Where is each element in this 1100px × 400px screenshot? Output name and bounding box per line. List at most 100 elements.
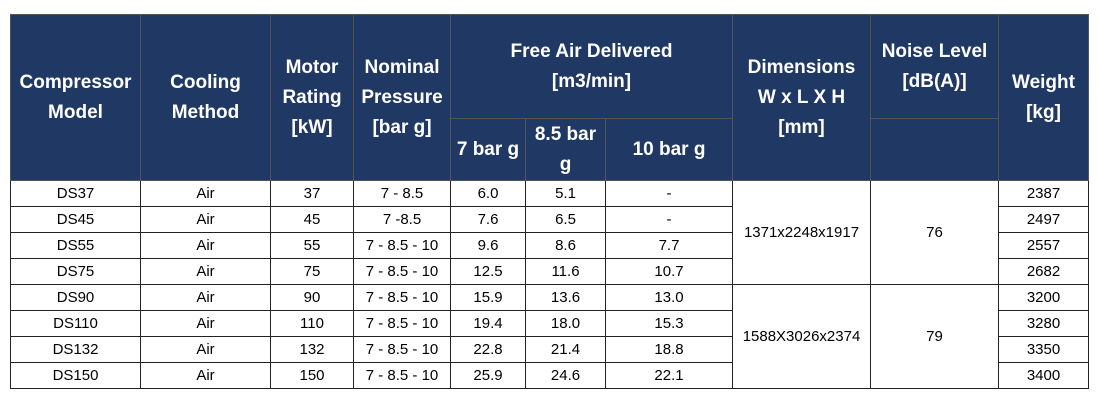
column-header-text: Motor Rating [kW] [282, 56, 342, 138]
motor-cell: 150 [270, 362, 354, 389]
fad-cell: 24.6 [525, 362, 606, 389]
sub-header-text: 10 bar g [632, 138, 706, 160]
fad-cell-text: 25.9 [473, 367, 503, 384]
table-row: DS132 Air 132 7 - 8.5 - 10 22.8 21.4 18.8 3350 [10, 336, 1089, 363]
sub-header-text: 7 bar g [456, 138, 520, 160]
motor-cell-text: 132 [299, 341, 325, 358]
fad-cell: - [605, 180, 733, 207]
cooling-cell: Air [140, 232, 271, 259]
column-header: Free Air Delivered [m3/min] [450, 14, 733, 119]
fad-cell-text: 9.6 [477, 237, 499, 254]
fad-cell: 18.0 [525, 310, 606, 337]
empty-header [870, 118, 999, 181]
pressure-cell: 7 - 8.5 - 10 [353, 310, 451, 337]
weight-cell: 2682 [998, 258, 1089, 285]
dimensions-cell-text: 1371x2248x1917 [743, 224, 860, 241]
column-header: Cooling Method [140, 14, 271, 181]
cooling-cell-text: Air [196, 185, 215, 202]
motor-cell: 110 [270, 310, 354, 337]
weight-cell: 3400 [998, 362, 1089, 389]
pressure-cell-text: 7 - 8.5 - 10 [365, 367, 439, 384]
fad-cell: 22.1 [605, 362, 733, 389]
table-row: DS45 Air 45 7 -8.5 7.6 6.5 - 2497 [10, 206, 1089, 233]
pressure-cell-text: 7 - 8.5 - 10 [365, 237, 439, 254]
model-cell-text: DS45 [56, 211, 95, 228]
cooling-cell: Air [140, 206, 271, 233]
model-cell: DS37 [10, 180, 141, 207]
fad-cell: 6.0 [450, 180, 526, 207]
fad-cell: 13.0 [605, 284, 733, 311]
weight-cell: 3280 [998, 310, 1089, 337]
model-cell-text: DS55 [56, 237, 95, 254]
motor-cell: 132 [270, 336, 354, 363]
sub-header: 8.5 bar g [525, 118, 606, 181]
cooling-cell-text: Air [196, 211, 215, 228]
motor-cell-text: 75 [303, 263, 321, 280]
model-cell-text: DS90 [56, 289, 95, 306]
table-row: DS90 Air 90 7 - 8.5 - 10 15.9 13.6 13.0 1588X30… [10, 284, 1089, 389]
table-row: DS37 Air 37 7 - 8.5 6.0 5.1 - 1371x2248x1917 76 2… [10, 180, 1089, 285]
dimensions-cell: 1588X3026x2374 [732, 284, 871, 389]
pressure-cell-text: 7 - 8.5 - 10 [365, 315, 439, 332]
weight-cell-text: 2682 [1026, 263, 1061, 280]
noise-cell-text: 79 [926, 328, 943, 345]
fad-cell: 6.5 [525, 206, 606, 233]
fad-cell-text: 18.8 [654, 341, 684, 358]
fad-cell-text: 6.5 [555, 211, 576, 228]
pressure-cell: 7 -8.5 [353, 206, 451, 233]
motor-cell-text: 90 [303, 289, 321, 306]
pressure-cell-text: 7 - 8.5 [380, 185, 424, 202]
fad-cell: 21.4 [525, 336, 606, 363]
fad-cell-text: 21.4 [550, 341, 581, 358]
table-body: DS37 Air 37 7 - 8.5 6.0 5.1 - 1371x2248x1917 76 2… [10, 180, 1089, 389]
model-cell: DS110 [10, 310, 141, 337]
fad-cell-text: 11.6 [551, 263, 580, 280]
weight-cell: 2497 [998, 206, 1089, 233]
fad-cell-text: - [666, 211, 672, 228]
fad-cell: 15.9 [450, 284, 526, 311]
motor-cell: 37 [270, 180, 354, 207]
fad-cell: 13.6 [525, 284, 606, 311]
motor-cell-text: 150 [299, 367, 325, 384]
fad-cell-text: 13.6 [550, 289, 581, 306]
fad-cell: 7.6 [450, 206, 526, 233]
pressure-cell: 7 - 8.5 - 10 [353, 232, 451, 259]
noise-cell: 79 [870, 284, 999, 389]
cooling-cell-text: Air [196, 289, 215, 306]
column-header: Nominal Pressure [bar g] [353, 14, 451, 181]
cooling-cell-text: Air [196, 315, 215, 332]
fad-cell: 11.6 [525, 258, 606, 285]
table-row: DS55 Air 55 7 - 8.5 - 10 9.6 8.6 7.7 2557 [10, 232, 1089, 259]
motor-cell: 75 [270, 258, 354, 285]
weight-cell-text: 2387 [1026, 185, 1061, 202]
cooling-cell: Air [140, 284, 271, 311]
pressure-cell-text: 7 -8.5 [382, 211, 422, 228]
fad-cell-text: 15.3 [654, 315, 684, 332]
pressure-cell-text: 7 - 8.5 - 10 [365, 289, 439, 306]
column-header: Weight [kg] [998, 14, 1089, 181]
fad-cell-text: 13.0 [654, 289, 684, 306]
weight-cell-text: 2497 [1026, 211, 1061, 228]
cooling-cell-text: Air [196, 341, 215, 358]
weight-cell-text: 3400 [1026, 367, 1061, 384]
column-header-text: Compressor Model [19, 71, 132, 123]
model-cell: DS132 [10, 336, 141, 363]
motor-cell-text: 37 [303, 185, 321, 202]
sub-header: 10 bar g [605, 118, 733, 181]
fad-cell-text: 12.5 [473, 263, 503, 280]
fad-cell-text: 22.8 [473, 341, 503, 358]
pressure-cell: 7 - 8.5 - 10 [353, 258, 451, 285]
weight-cell-text: 3280 [1026, 315, 1061, 332]
fad-cell-text: 7.6 [477, 211, 499, 228]
model-cell-text: DS110 [53, 315, 98, 332]
fad-cell-text: 18.0 [550, 315, 581, 332]
column-header-text: Free Air Delivered [m3/min] [510, 40, 673, 92]
model-cell: DS45 [10, 206, 141, 233]
fad-cell-text: 24.6 [550, 367, 581, 384]
motor-cell-text: 45 [303, 211, 321, 228]
motor-cell-text: 110 [300, 315, 324, 332]
motor-cell: 45 [270, 206, 354, 233]
pressure-cell-text: 7 - 8.5 - 10 [365, 263, 439, 280]
cooling-cell-text: Air [196, 367, 215, 384]
column-header-text: Nominal Pressure [bar g] [361, 56, 443, 138]
